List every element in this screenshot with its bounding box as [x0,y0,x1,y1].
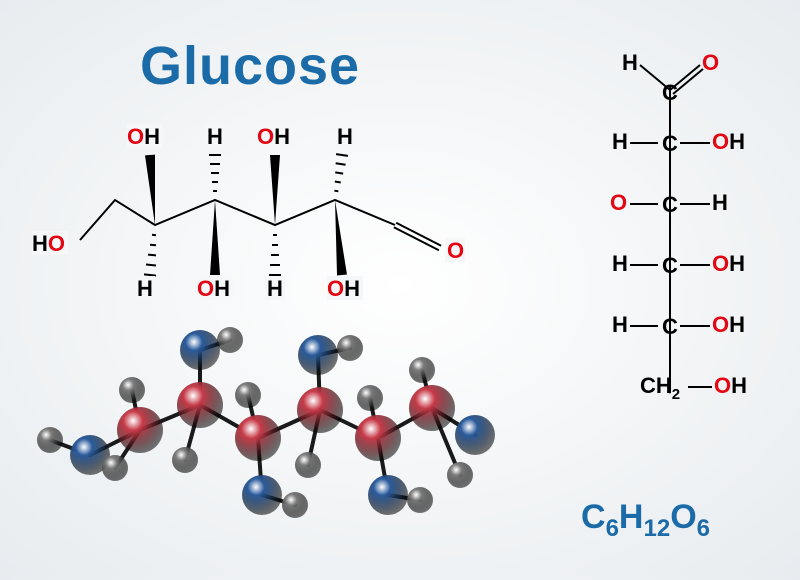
svg-text:OH: OH [197,276,230,301]
skeletal-structure: HOOHOHOHOHOHHHH [0,10,500,320]
svg-text:C: C [662,314,678,339]
svg-text:CH2: CH2 [640,373,680,403]
svg-text:H: H [712,190,728,215]
fischer-projection: OHCCHOHCOHCHOHCHOHCH2OH [570,40,800,460]
svg-text:H: H [612,129,628,154]
molecular-formula: C6H12O6 [581,498,710,543]
svg-text:H: H [137,276,153,301]
svg-text:C: C [662,253,678,278]
svg-text:O: O [610,190,627,215]
svg-text:H: H [622,50,638,75]
svg-text:C: C [662,192,678,217]
svg-text:OH: OH [712,129,745,154]
svg-text:OH: OH [127,124,160,149]
ball-stick-model [0,300,500,580]
svg-text:OH: OH [257,124,290,149]
svg-text:OH: OH [327,276,360,301]
svg-text:H: H [207,124,223,149]
svg-text:C: C [662,131,678,156]
svg-text:HO: HO [32,231,65,256]
svg-text:C: C [662,80,678,105]
svg-text:OH: OH [714,373,747,398]
svg-text:OH: OH [712,312,745,337]
svg-text:O: O [447,238,464,263]
svg-text:H: H [612,251,628,276]
svg-text:OH: OH [712,251,745,276]
svg-text:O: O [702,50,719,75]
svg-text:H: H [267,276,283,301]
svg-text:H: H [337,124,353,149]
svg-text:H: H [612,312,628,337]
